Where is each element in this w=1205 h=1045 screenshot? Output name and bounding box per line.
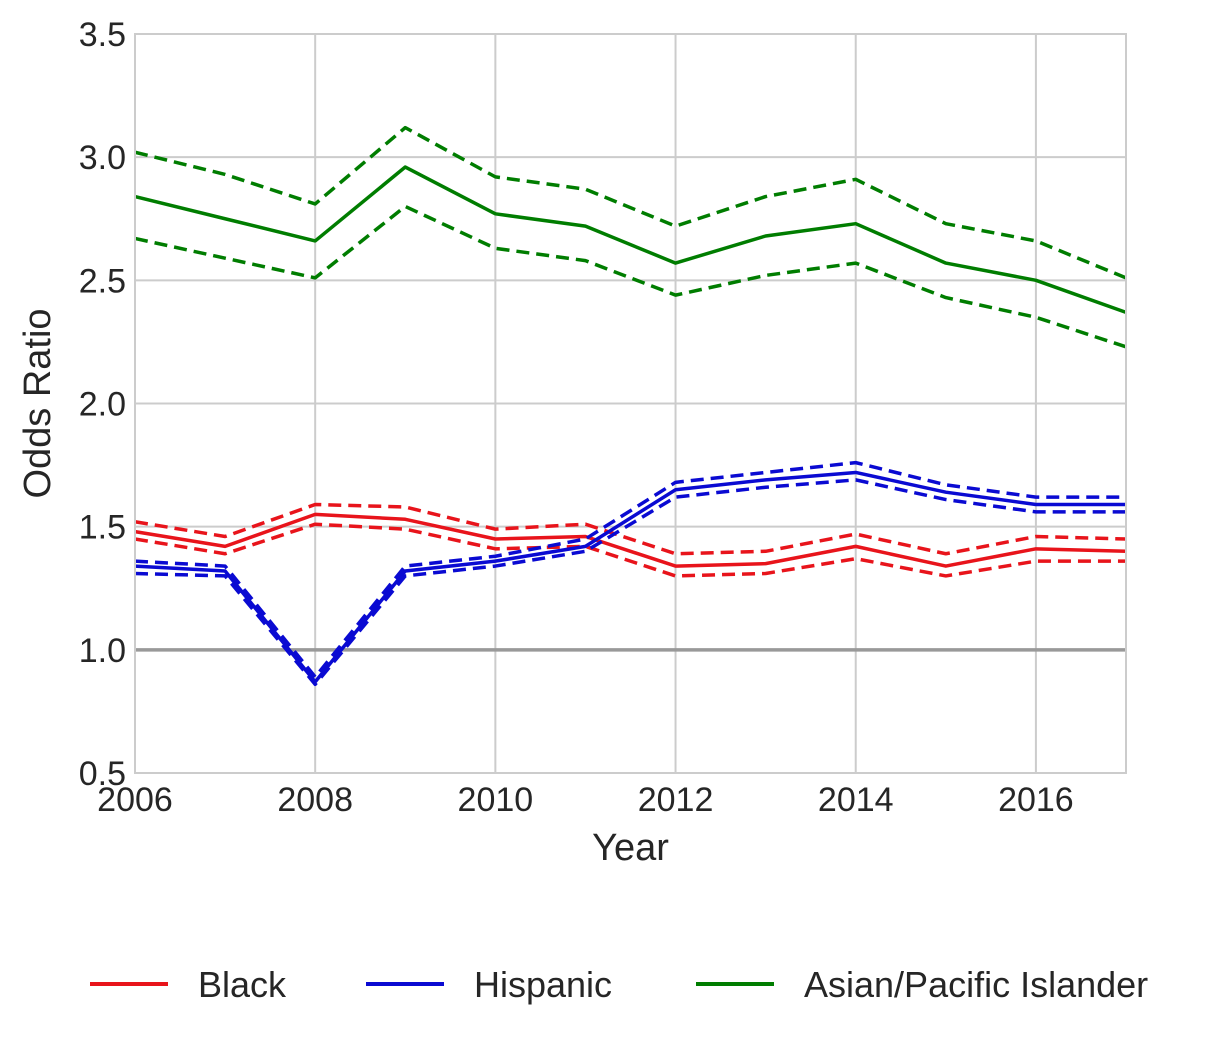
x-tick-label: 2008	[277, 781, 353, 819]
series-upper-bound-line	[134, 502, 1127, 556]
x-axis-title: Year	[592, 827, 669, 869]
x-tick-label: 2016	[998, 781, 1074, 819]
series-layer	[134, 125, 1127, 687]
y-tick-label: 2.0	[79, 386, 126, 424]
legend: Black Hispanic Asian/Pacific Islander	[90, 964, 1148, 1005]
y-axis-title: Odds Ratio	[17, 308, 59, 498]
series-upper-bound-line	[134, 125, 1127, 280]
series-group	[134, 460, 1126, 687]
y-tick-label: 2.5	[79, 262, 126, 300]
x-tick-label: 2014	[818, 781, 894, 819]
series-group	[134, 125, 1127, 349]
series-line	[134, 165, 1127, 315]
series-line	[134, 470, 1126, 684]
x-tick-label: 2012	[638, 781, 714, 819]
legend-label: Hispanic	[474, 964, 612, 1005]
y-tick-label: 3.0	[79, 139, 126, 177]
legend-label: Black	[198, 964, 287, 1005]
x-tick-label: 2010	[458, 781, 534, 819]
series-line	[134, 512, 1127, 568]
legend-label: Asian/Pacific Islander	[804, 964, 1148, 1005]
y-tick-label: 1.5	[79, 509, 126, 547]
y-tick-label: 1.0	[79, 632, 126, 670]
series-upper-bound-line	[134, 460, 1126, 679]
series-lower-bound-line	[134, 522, 1126, 578]
plot-frame	[134, 33, 1127, 774]
legend-item: Black	[90, 964, 287, 1005]
y-tick-label: 3.5	[79, 16, 126, 54]
legend-item: Asian/Pacific Islander	[696, 964, 1148, 1005]
x-tick-label: 2006	[97, 781, 173, 819]
y-tick-label: 0.5	[79, 755, 126, 793]
series-lower-bound-line	[134, 478, 1126, 687]
tick-label-layer: 2006 2008 2010 2012 2014 2016 0.5 1.0 1.5 2.0 2.5 3…	[79, 16, 1074, 819]
series-lower-bound-line	[134, 204, 1127, 349]
series-group	[134, 502, 1127, 578]
legend-item: Hispanic	[366, 964, 612, 1005]
